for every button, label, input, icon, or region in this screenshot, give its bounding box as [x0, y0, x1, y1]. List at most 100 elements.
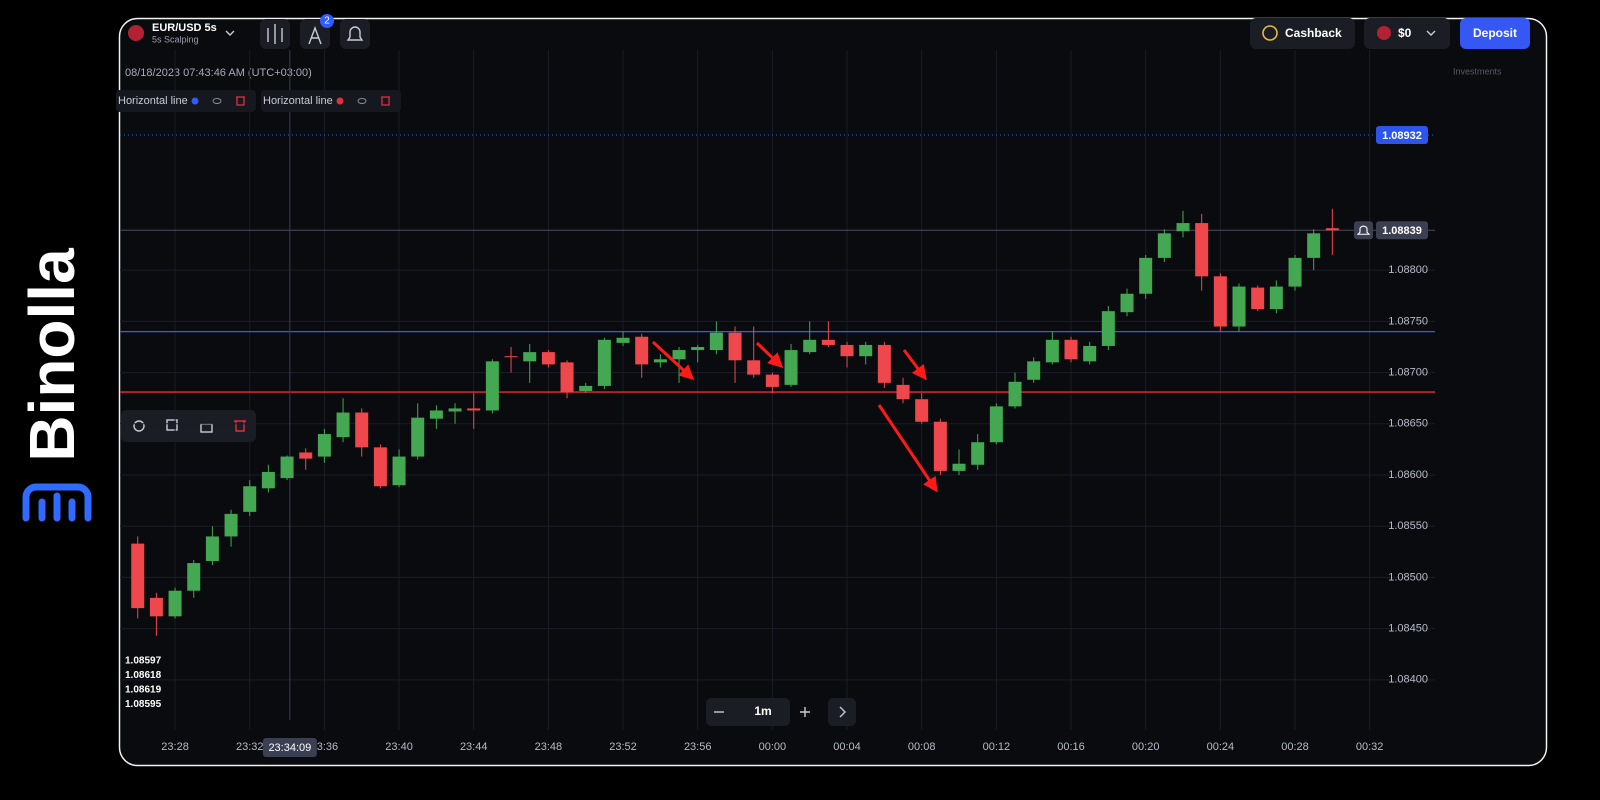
timeframe-label[interactable]: 1m	[754, 704, 771, 718]
candle-body	[672, 350, 686, 360]
candle-body	[821, 339, 835, 345]
arrow	[651, 340, 695, 381]
flag	[1377, 26, 1391, 40]
x-tick-label: 00:04	[833, 741, 861, 753]
candle-body	[1083, 345, 1097, 362]
candle-body	[616, 337, 630, 343]
candle-body	[933, 421, 947, 471]
delete-button	[236, 96, 245, 106]
alert-button[interactable]	[340, 19, 370, 49]
brand-name: Binolla	[16, 248, 88, 462]
crosshair-time-label: 23:34:09	[268, 742, 311, 754]
candle-body	[523, 352, 537, 362]
add-alert-button	[1354, 221, 1373, 240]
add-alert-icon	[1356, 225, 1371, 235]
datetime: 08/18/2023 07:43:46 AM (UTC+03:00)	[125, 67, 312, 79]
candle-body	[765, 374, 779, 387]
candle-body	[261, 471, 275, 489]
candle-body	[1101, 311, 1115, 346]
y-tick-label: 1.08750	[1388, 315, 1428, 327]
x-tick-label: 00:16	[1057, 741, 1085, 753]
investments-label: Investments	[1453, 66, 1502, 76]
chevron	[1426, 30, 1436, 36]
candle-body	[299, 452, 313, 459]
cashback-button[interactable]	[1250, 18, 1355, 49]
candle-body	[1251, 287, 1265, 310]
candle-body	[504, 356, 518, 358]
drawing-button[interactable]	[300, 19, 330, 49]
candle-body	[597, 339, 611, 386]
drawing-label: Horizontal line	[263, 95, 333, 107]
x-tick-label: 23:28	[161, 741, 189, 753]
drawing-chip	[261, 90, 401, 112]
x-tick-label: 00:20	[1132, 741, 1160, 753]
arrow	[755, 341, 784, 369]
settings-button[interactable]	[133, 420, 145, 432]
candle-body	[653, 359, 667, 363]
drawing-color-dot	[191, 97, 199, 105]
x-tick-label: 00:12	[983, 741, 1011, 753]
ohlc-value: 1.08618	[125, 670, 162, 681]
cashback-label: Cashback	[1285, 26, 1342, 40]
badge	[320, 14, 334, 28]
candle-body	[1307, 233, 1321, 258]
y-tick-label: 1.08450	[1388, 623, 1428, 635]
deposit-button[interactable]	[1460, 18, 1530, 49]
candle-body	[952, 463, 966, 471]
delete-button[interactable]	[234, 420, 246, 432]
y-tick-label: 1.08550	[1388, 520, 1428, 532]
y-tick-label: 1.08650	[1388, 418, 1428, 430]
candle-body	[915, 399, 929, 422]
candle-body	[1288, 257, 1302, 287]
balance-button[interactable]	[1364, 18, 1450, 49]
candle-body	[355, 412, 369, 448]
candle-body	[448, 408, 462, 412]
y-tick-label: 1.08700	[1388, 366, 1428, 378]
candle-body	[1027, 361, 1041, 380]
zoom-in-button[interactable]	[800, 707, 810, 717]
candle-body	[1269, 286, 1283, 310]
candle-body	[1008, 381, 1022, 407]
candle-body	[1139, 257, 1153, 294]
alert-price-label: 1.08932	[1382, 130, 1422, 142]
candle-body	[336, 412, 350, 438]
ohlc-value: 1.08597	[125, 656, 162, 667]
y-tick-label: 1.08600	[1388, 469, 1428, 481]
ohlc-value: 1.08619	[125, 685, 162, 696]
candle-body	[1232, 286, 1246, 327]
x-tick-label: 23:48	[535, 741, 563, 753]
crosshair-time-box	[262, 738, 317, 757]
x-tick-label: 00:00	[759, 741, 787, 753]
x-tick-label: 00:32	[1356, 741, 1384, 753]
indicator-icon	[267, 24, 283, 44]
candle-body	[187, 563, 201, 591]
candle-body	[560, 362, 574, 393]
visibility-button	[357, 98, 367, 104]
candle-body	[149, 597, 163, 617]
candle-body	[1213, 276, 1227, 327]
delete-button	[381, 96, 390, 106]
candle-body	[1176, 223, 1190, 232]
ohlc-value: 1.08595	[125, 699, 162, 710]
candle-body	[635, 336, 649, 365]
asset-selector[interactable]: EUR/USD 5s 5s Scalping	[128, 22, 235, 44]
candle-body	[709, 332, 723, 351]
candle-body	[429, 410, 443, 419]
copy-button[interactable]	[166, 419, 178, 431]
candle-body	[541, 352, 555, 365]
plot	[120, 50, 1435, 730]
candle-body	[224, 513, 238, 537]
y-tick-label: 1.08800	[1388, 264, 1428, 276]
current-price-box	[1376, 221, 1428, 240]
candle-body	[896, 384, 910, 400]
candle-body	[1064, 339, 1078, 360]
current-price-label: 1.08839	[1382, 225, 1422, 237]
candle-body	[784, 350, 798, 385]
asset-mode: 5s Scalping	[152, 34, 199, 44]
candle-body	[579, 385, 593, 392]
next-button[interactable]	[828, 698, 856, 726]
asset-name: EUR/USD 5s	[152, 22, 217, 34]
x-tick-label: 23:52	[609, 741, 637, 753]
annotation-arrows	[651, 340, 938, 493]
overlay: 1.08400 1.08450 1.08500 1.08550 1.08600 1.086…	[116, 90, 1428, 757]
